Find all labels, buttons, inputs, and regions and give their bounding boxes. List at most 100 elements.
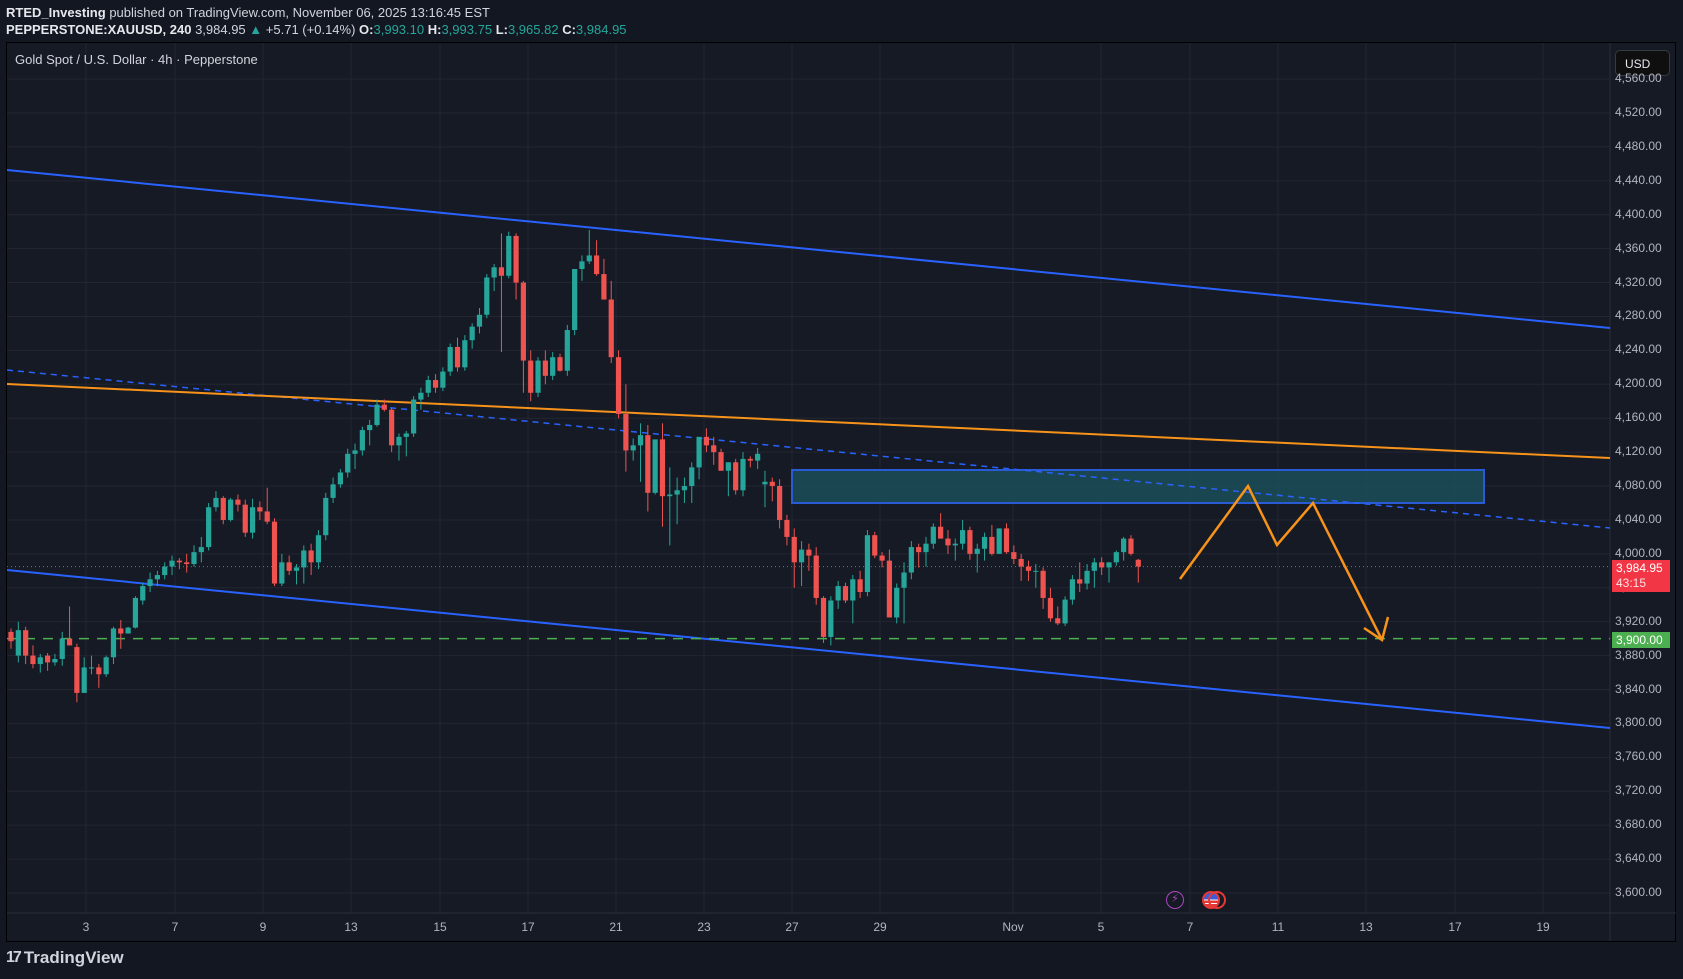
candle-body	[842, 586, 849, 601]
candle-body	[1047, 597, 1054, 619]
candle-body	[820, 597, 827, 637]
countdown-timer: 43:15	[1616, 576, 1647, 590]
candle-body	[806, 549, 812, 556]
candle-body	[279, 562, 285, 584]
high-label: H:	[427, 22, 442, 37]
publish-header: RTED_Investing published on TradingView.…	[6, 4, 627, 38]
candle-body	[96, 667, 102, 675]
candle-body	[1003, 528, 1010, 553]
tradingview-footer[interactable]: 17 TradingView	[6, 948, 124, 968]
price-tick-label: 4,240.00	[1615, 342, 1662, 357]
time-tick-label: 29	[873, 920, 887, 934]
time-tick-label: 7	[171, 920, 179, 934]
us-flag-event-icon-2[interactable]	[1208, 891, 1226, 909]
candle-body	[447, 346, 453, 372]
projection-path	[1178, 483, 1384, 641]
candle-body	[989, 536, 995, 554]
price-tick-label: 3,760.00	[1615, 749, 1662, 764]
time-tick-label: 13	[1359, 920, 1373, 934]
candle-body	[418, 392, 424, 400]
candle-body	[608, 299, 614, 358]
candle-body	[528, 360, 534, 393]
candle-body	[125, 627, 131, 634]
price-tick-label: 3,800.00	[1615, 715, 1662, 730]
candle-body	[374, 404, 380, 425]
upper-channel-line	[6, 169, 1611, 329]
candle-body	[484, 277, 490, 315]
candle-body	[747, 458, 753, 461]
candle-body	[249, 507, 256, 533]
candle-body	[520, 282, 526, 361]
dashed-trendline	[6, 369, 1611, 529]
tradingview-logo-icon: 17	[6, 949, 22, 966]
candle-body	[974, 548, 980, 554]
candle-body	[286, 562, 292, 571]
candle-body	[696, 436, 702, 468]
candle-body	[798, 549, 805, 563]
last-price-tag-value: 3,984.95	[1616, 561, 1663, 575]
candle-body	[506, 235, 512, 276]
candle-body	[864, 535, 871, 593]
time-tick-label: 23	[697, 920, 711, 934]
candle-body	[81, 667, 87, 693]
candle-body	[23, 630, 29, 656]
candle-body	[667, 494, 673, 497]
price-tick-label: 4,160.00	[1615, 410, 1662, 425]
candle-body	[938, 526, 944, 539]
target-price-tag: 3,900.00	[1612, 632, 1670, 648]
candle-body	[396, 436, 402, 446]
close-label: C:	[562, 22, 576, 37]
candle-body	[652, 439, 658, 493]
candle-body	[498, 267, 505, 276]
price-tick-label: 3,680.00	[1615, 817, 1662, 832]
author-name[interactable]: RTED_Investing	[6, 5, 106, 20]
candle-body	[791, 536, 797, 563]
price-tick-label: 3,840.00	[1615, 681, 1662, 696]
currency-button[interactable]: USD	[1615, 50, 1670, 76]
candle-body	[572, 268, 578, 331]
candle-body	[594, 255, 600, 275]
candle-body	[359, 430, 365, 451]
candle-body	[762, 481, 768, 485]
candle-body	[191, 552, 197, 565]
candle-body	[1135, 559, 1141, 567]
time-tick-label: 5	[1097, 920, 1105, 934]
candle-body	[184, 562, 190, 565]
candle-body	[996, 528, 1002, 554]
symbol-label: PEPPERSTONE:XAUUSD, 240	[6, 22, 192, 37]
candle-body	[711, 445, 717, 453]
candle-body	[74, 647, 80, 693]
candle-body	[242, 504, 248, 533]
candle-body	[1011, 552, 1017, 559]
candle-body	[733, 462, 739, 491]
candle-body	[235, 499, 241, 505]
supply-zone-rectangle	[791, 469, 1485, 504]
candle-body	[740, 458, 746, 491]
last-price-tag: 3,984.95 43:15	[1612, 560, 1670, 592]
candle-body	[66, 638, 73, 646]
price-tick-label: 3,720.00	[1615, 783, 1662, 798]
candle-body	[345, 453, 351, 473]
price-change: +5.71 (+0.14%)	[265, 22, 356, 37]
candle-body	[118, 628, 124, 634]
candle-body	[601, 274, 607, 300]
price-tick-label: 4,320.00	[1615, 274, 1662, 289]
candle-body	[1069, 579, 1075, 600]
time-tick-label: 7	[1186, 920, 1194, 934]
candle-body	[615, 357, 622, 414]
candle-body	[1040, 570, 1046, 598]
candle-body	[659, 439, 666, 497]
ohlc-line: PEPPERSTONE:XAUUSD, 240 3,984.95 ▲ +5.71…	[6, 21, 627, 38]
candle-body	[45, 655, 51, 663]
candle-body	[777, 486, 783, 520]
candle-body	[1084, 570, 1090, 584]
flash-event-icon[interactable]: ⚡	[1166, 891, 1184, 909]
time-tick-label: Nov	[1002, 920, 1024, 934]
price-tick-label: 4,080.00	[1615, 478, 1662, 493]
candle-body	[1062, 599, 1068, 624]
candle-body	[930, 526, 936, 544]
time-tick-label: 19	[1536, 920, 1550, 934]
open-value: 3,993.10	[373, 22, 425, 37]
candle-body	[703, 436, 709, 446]
